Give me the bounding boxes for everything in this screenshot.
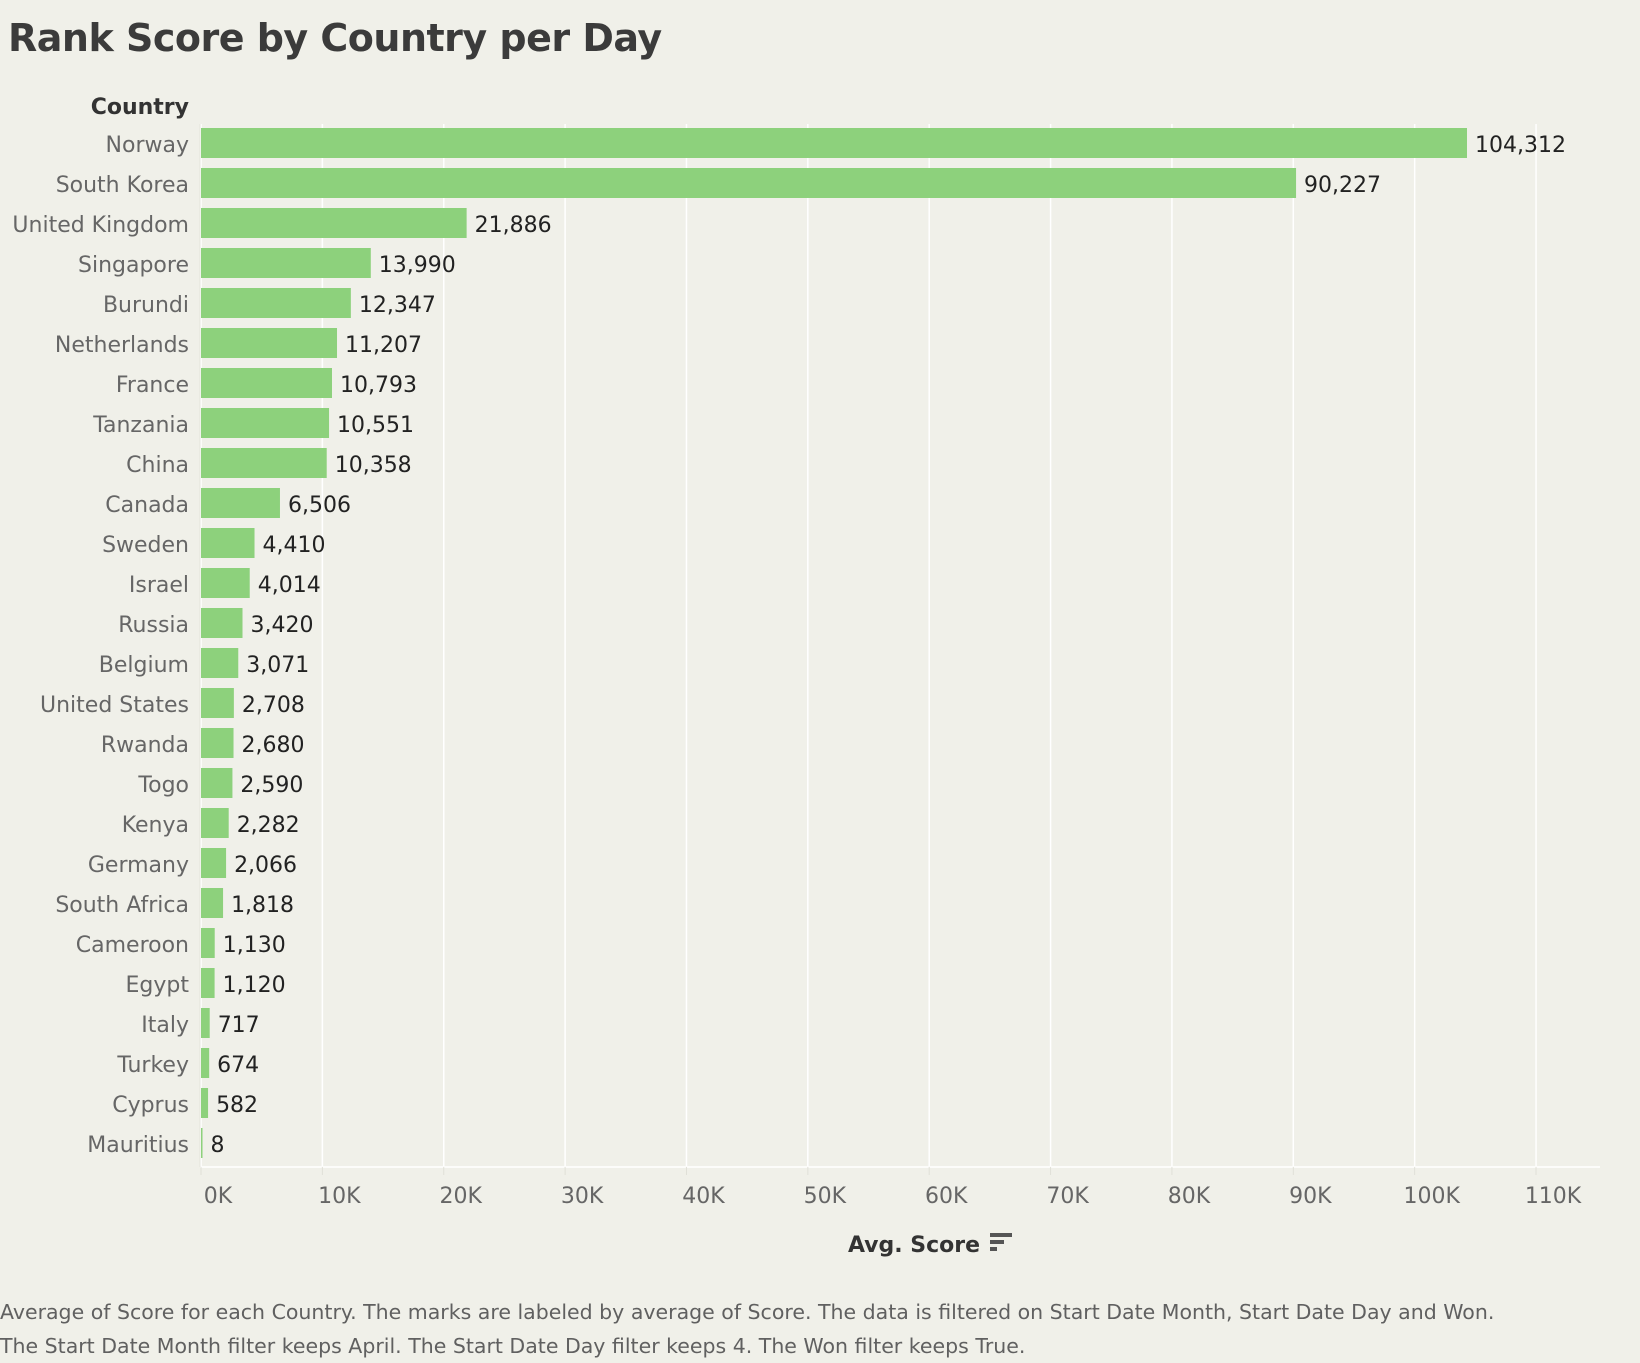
category-label: Burundi [103,293,189,318]
bar[interactable] [201,448,327,478]
value-label: 2,066 [234,853,297,878]
category-label: South Africa [55,893,189,918]
bar[interactable] [201,768,233,798]
bar[interactable] [201,648,239,678]
x-tick-label: 90K [1289,1184,1332,1209]
category-label: Netherlands [55,333,189,358]
category-label: Egypt [126,973,190,998]
value-label: 90,227 [1304,173,1381,198]
value-label: 4,014 [258,573,321,598]
bar[interactable] [201,168,1297,198]
x-axis-title[interactable]: Avg. Score [780,1233,1080,1258]
value-label: 10,358 [335,453,412,478]
x-tick-label: 0K [204,1184,233,1209]
value-label: 6,506 [288,493,351,518]
x-tick-label: 40K [682,1184,725,1209]
bar[interactable] [201,328,338,358]
x-tick-label: 110K [1525,1184,1582,1209]
x-tick-label: 10K [318,1184,361,1209]
value-label: 717 [218,1013,260,1038]
sort-descending-icon[interactable] [990,1231,1013,1257]
category-label: Belgium [99,653,189,678]
bar[interactable] [201,1048,210,1078]
category-label: China [126,453,189,478]
category-label: Turkey [116,1053,189,1078]
bar[interactable] [201,928,215,958]
bar[interactable] [201,248,371,278]
value-label: 11,207 [345,333,422,358]
x-tick-label: 100K [1403,1184,1460,1209]
bar[interactable] [201,888,224,918]
value-label: 2,680 [242,733,305,758]
category-label: Germany [88,853,189,878]
bar[interactable] [201,608,243,638]
x-axis-title-label: Avg. Score [847,1233,981,1258]
category-label: Israel [129,573,189,598]
caption-line: The Start Date Month filter keeps April.… [0,1334,1026,1358]
bar[interactable] [201,1128,203,1158]
caption-line: Average of Score for each Country. The m… [0,1300,1495,1324]
category-label: Kenya [122,813,189,838]
bar[interactable] [201,808,229,838]
x-tick-label: 20K [440,1184,483,1209]
value-label: 21,886 [475,213,552,238]
bar[interactable] [201,1008,210,1038]
value-label: 2,590 [240,773,303,798]
bar[interactable] [201,408,330,438]
x-tick-label: 60K [925,1184,968,1209]
bar[interactable] [201,368,332,398]
x-tick-label: 70K [1046,1184,1089,1209]
value-label: 3,071 [246,653,309,678]
value-label: 3,420 [251,613,314,638]
value-label: 674 [217,1053,259,1078]
category-label: Togo [137,773,189,798]
chart-caption: Average of Score for each Country. The m… [0,1295,1640,1363]
value-label: 12,347 [359,293,436,318]
row-header: Country [90,95,189,120]
value-label: 10,793 [340,373,417,398]
value-label: 1,130 [223,933,286,958]
value-label: 582 [216,1093,258,1118]
value-label: 13,990 [379,253,456,278]
bar[interactable] [201,1088,209,1118]
bar[interactable] [201,488,280,518]
category-label: France [116,373,189,398]
category-label: Canada [105,493,189,518]
x-tick-label: 80K [1168,1184,1211,1209]
bar[interactable] [201,208,467,238]
category-label: Norway [106,133,189,158]
category-label: Italy [141,1013,189,1038]
value-label: 104,312 [1475,133,1566,158]
chart-title: Rank Score by Country per Day [8,16,662,60]
category-label: Cameroon [76,933,189,958]
category-label: Tanzania [92,413,189,438]
bar[interactable] [201,288,351,318]
category-label: Cyprus [112,1093,189,1118]
value-label: 1,818 [231,893,294,918]
bar[interactable] [201,728,234,758]
bar[interactable] [201,128,1467,158]
category-label: Mauritius [87,1133,189,1158]
value-label: 10,551 [337,413,414,438]
category-label: Rwanda [101,733,189,758]
x-tick-label: 50K [804,1184,847,1209]
x-tick-label: 30K [561,1184,604,1209]
value-label: 2,708 [242,693,305,718]
category-label: South Korea [56,173,189,198]
bar[interactable] [201,968,215,998]
category-label: United States [40,693,189,718]
bar-chart: Norway 104,312 South Korea 90,227 United Kin… [12,124,1600,1209]
value-label: 4,410 [263,533,326,558]
category-label: Singapore [78,253,189,278]
category-label: Russia [118,613,189,638]
value-label: 1,120 [223,973,286,998]
bar[interactable] [201,528,255,558]
bar[interactable] [201,848,227,878]
bar[interactable] [201,568,250,598]
bar[interactable] [201,688,234,718]
category-label: United Kingdom [12,213,189,238]
value-label: 8 [211,1133,225,1158]
value-label: 2,282 [237,813,300,838]
category-label: Sweden [102,533,189,558]
